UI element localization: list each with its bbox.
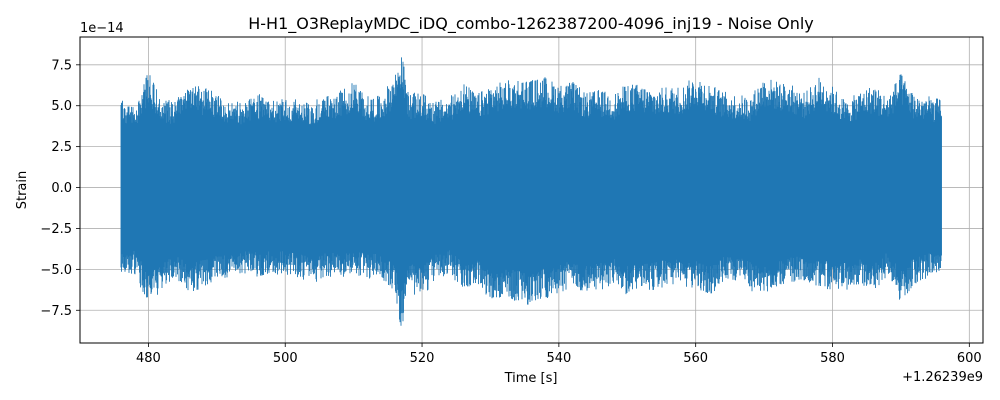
y-tick-label: 5.0 [51, 99, 72, 114]
x-tick-label: 580 [820, 351, 845, 366]
strain-trace [120, 57, 942, 326]
y-axis-label: Strain [15, 171, 30, 210]
x-tick-label: 560 [683, 351, 708, 366]
y-tick-label: 7.5 [51, 58, 72, 73]
y-tick-label: 2.5 [51, 140, 72, 155]
x-axis-ticks: 480 500 520 540 560 580 600 [136, 343, 982, 366]
x-tick-label: 540 [546, 351, 571, 366]
y-tick-label: −5.0 [40, 263, 72, 278]
x-offset-label: +1.26239e9 [902, 370, 983, 385]
x-tick-label: 520 [410, 351, 435, 366]
y-tick-label: 0.0 [51, 181, 72, 196]
chart-title: H-H1_O3ReplayMDC_iDQ_combo-1262387200-40… [248, 14, 814, 34]
y-tick-label: −2.5 [40, 222, 72, 237]
plot-frame [79, 36, 984, 344]
y-axis-ticks: −7.5 −5.0 −2.5 0.0 2.5 5.0 7.5 [40, 58, 80, 319]
signal-series [120, 57, 942, 326]
x-tick-label: 600 [957, 351, 982, 366]
y-tick-label: −7.5 [40, 304, 72, 319]
x-tick-label: 500 [273, 351, 298, 366]
x-axis-label: Time [s] [504, 371, 558, 386]
y-scale-label: 1e−14 [80, 21, 124, 36]
x-tick-label: 480 [136, 351, 161, 366]
